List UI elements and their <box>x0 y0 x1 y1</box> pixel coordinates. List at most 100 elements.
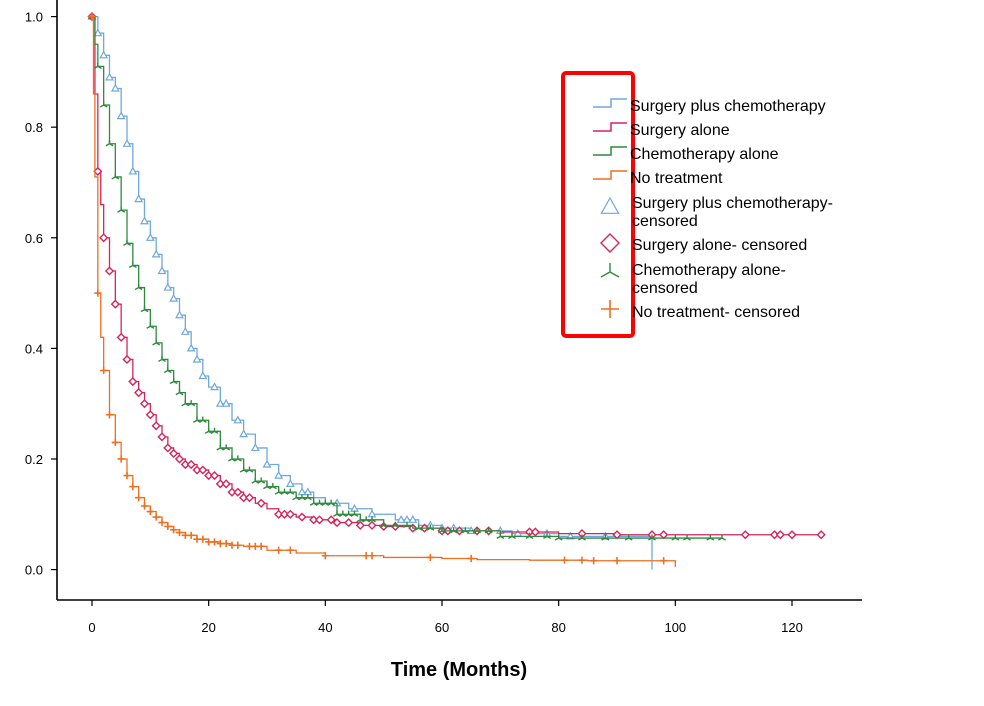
censor-mark-3-37 <box>578 556 586 564</box>
censor-mark-2-62 <box>543 532 551 539</box>
censor-mark-1-52 <box>612 530 622 540</box>
censor-mark-2-25 <box>233 455 242 462</box>
censor-mark-1-22 <box>215 479 225 489</box>
censor-mark-1-57 <box>775 530 785 540</box>
legend-label: Surgery plus chemotherapy <box>630 98 826 115</box>
censor-mark-3-15 <box>175 528 184 537</box>
censor-mark-2-54 <box>438 527 446 534</box>
legend-line-1 <box>593 122 627 132</box>
censor-mark-1-31 <box>285 509 295 519</box>
x-tick-label: 20 <box>201 620 215 635</box>
censor-mark-1-37 <box>344 517 354 528</box>
censor-mark-1-38 <box>355 520 365 530</box>
censor-mark-0-14 <box>169 293 179 302</box>
censor-mark-3-33 <box>368 552 376 560</box>
censor-mark-3-14 <box>170 526 178 534</box>
censor-mark-0-10 <box>145 232 155 241</box>
x-tick-label: 60 <box>435 620 449 635</box>
legend-label: Chemotherapy alone <box>630 146 779 163</box>
censor-mark-0-12 <box>157 266 167 275</box>
censor-mark-2-21 <box>210 427 219 434</box>
censor-mark-3-0 <box>88 12 96 21</box>
censor-mark-2-48 <box>368 516 376 523</box>
x-tick-label: 120 <box>781 620 803 635</box>
censor-mark-3-5 <box>117 455 125 463</box>
censor-mark-0-6 <box>122 138 132 147</box>
series-2 <box>88 12 726 541</box>
censor-mark-1-29 <box>274 509 284 519</box>
censor-mark-3-3 <box>105 411 114 419</box>
series-0 <box>87 11 653 570</box>
survival-curves <box>87 11 826 570</box>
censor-mark-1-25 <box>233 487 243 497</box>
censor-mark-2-10 <box>146 322 155 329</box>
legend-label: No treatment <box>630 170 723 187</box>
censor-mark-0-1 <box>93 28 103 37</box>
censor-mark-2-59 <box>496 532 505 539</box>
censor-mark-2-50 <box>391 521 400 528</box>
axis-ticks: 0 20 40 60 80 100 120 0.0 0.2 0.4 0.6 0.8 1.0 <box>25 10 803 635</box>
censor-mark-1-17 <box>186 459 196 470</box>
series-3 <box>88 12 676 567</box>
y-tick-label: 1.0 <box>25 10 43 25</box>
censor-mark-2-61 <box>525 532 534 539</box>
series-line-0 <box>92 15 653 570</box>
censor-mark-1-28 <box>256 498 266 508</box>
censor-mark-0-42 <box>513 528 523 537</box>
censor-mark-2-3 <box>105 140 114 147</box>
legend-line-2 <box>593 146 627 156</box>
censor-mark-2-69 <box>683 534 691 541</box>
censor-mark-0-2 <box>99 50 109 59</box>
censor-mark-0-18 <box>192 354 202 363</box>
censor-mark-2-6 <box>123 239 131 246</box>
series-line-3 <box>92 15 676 567</box>
censor-mark-1-12 <box>157 432 167 442</box>
censor-mark-0-24 <box>239 429 249 438</box>
censor-mark-1-24 <box>227 487 237 497</box>
legend-line-3 <box>593 170 627 180</box>
censor-mark-3-28 <box>257 542 265 550</box>
censor-mark-3-1 <box>94 289 102 297</box>
censor-mark-1-8 <box>134 388 144 398</box>
censor-mark-3-21 <box>210 538 219 546</box>
censor-mark-1-9 <box>139 399 150 409</box>
censor-mark-3-25 <box>234 541 242 549</box>
censor-mark-2-37 <box>303 494 312 501</box>
censor-mark-1-2 <box>99 233 109 243</box>
censor-mark-3-39 <box>613 557 621 565</box>
censor-mark-2-27 <box>245 466 254 473</box>
censor-mark-2-58 <box>484 527 493 534</box>
censor-mark-2-68 <box>671 534 680 541</box>
censor-mark-2-41 <box>327 499 336 506</box>
censor-mark-2-19 <box>198 416 207 423</box>
legend-censor-label: censored <box>632 280 698 297</box>
censor-mark-1-7 <box>128 376 138 387</box>
censor-mark-0-30 <box>303 487 313 496</box>
censor-mark-1-18 <box>192 465 202 475</box>
y-tick-label: 0.8 <box>25 120 43 135</box>
censor-mark-2-12 <box>158 355 166 363</box>
censor-mark-0-17 <box>186 343 196 352</box>
censor-mark-2-64 <box>578 534 586 541</box>
censor-mark-1-14 <box>169 448 179 459</box>
censor-mark-3-30 <box>286 546 294 554</box>
censor-mark-0-28 <box>285 479 295 487</box>
censor-mark-1-59 <box>816 530 826 540</box>
censor-mark-2-13 <box>163 366 172 374</box>
censor-mark-0-19 <box>198 371 208 380</box>
censor-mark-3-7 <box>129 483 137 491</box>
censor-mark-1-13 <box>163 443 173 453</box>
legend: Surgery plus chemotherapy Surgery alone Ch… <box>561 71 833 338</box>
censor-mark-3-19 <box>199 535 207 543</box>
censor-mark-3-10 <box>146 507 154 516</box>
censor-mark-3-35 <box>467 554 475 563</box>
censor-mark-2-7 <box>128 261 137 269</box>
censor-mark-2-45 <box>350 510 359 517</box>
censor-mark-1-19 <box>198 465 208 475</box>
censor-mark-1-32 <box>297 512 307 522</box>
censor-mark-2-31 <box>268 483 277 490</box>
censor-mark-3-38 <box>590 557 598 565</box>
y-tick-label: 0.0 <box>25 563 43 578</box>
legend-highlight-box <box>561 71 635 338</box>
